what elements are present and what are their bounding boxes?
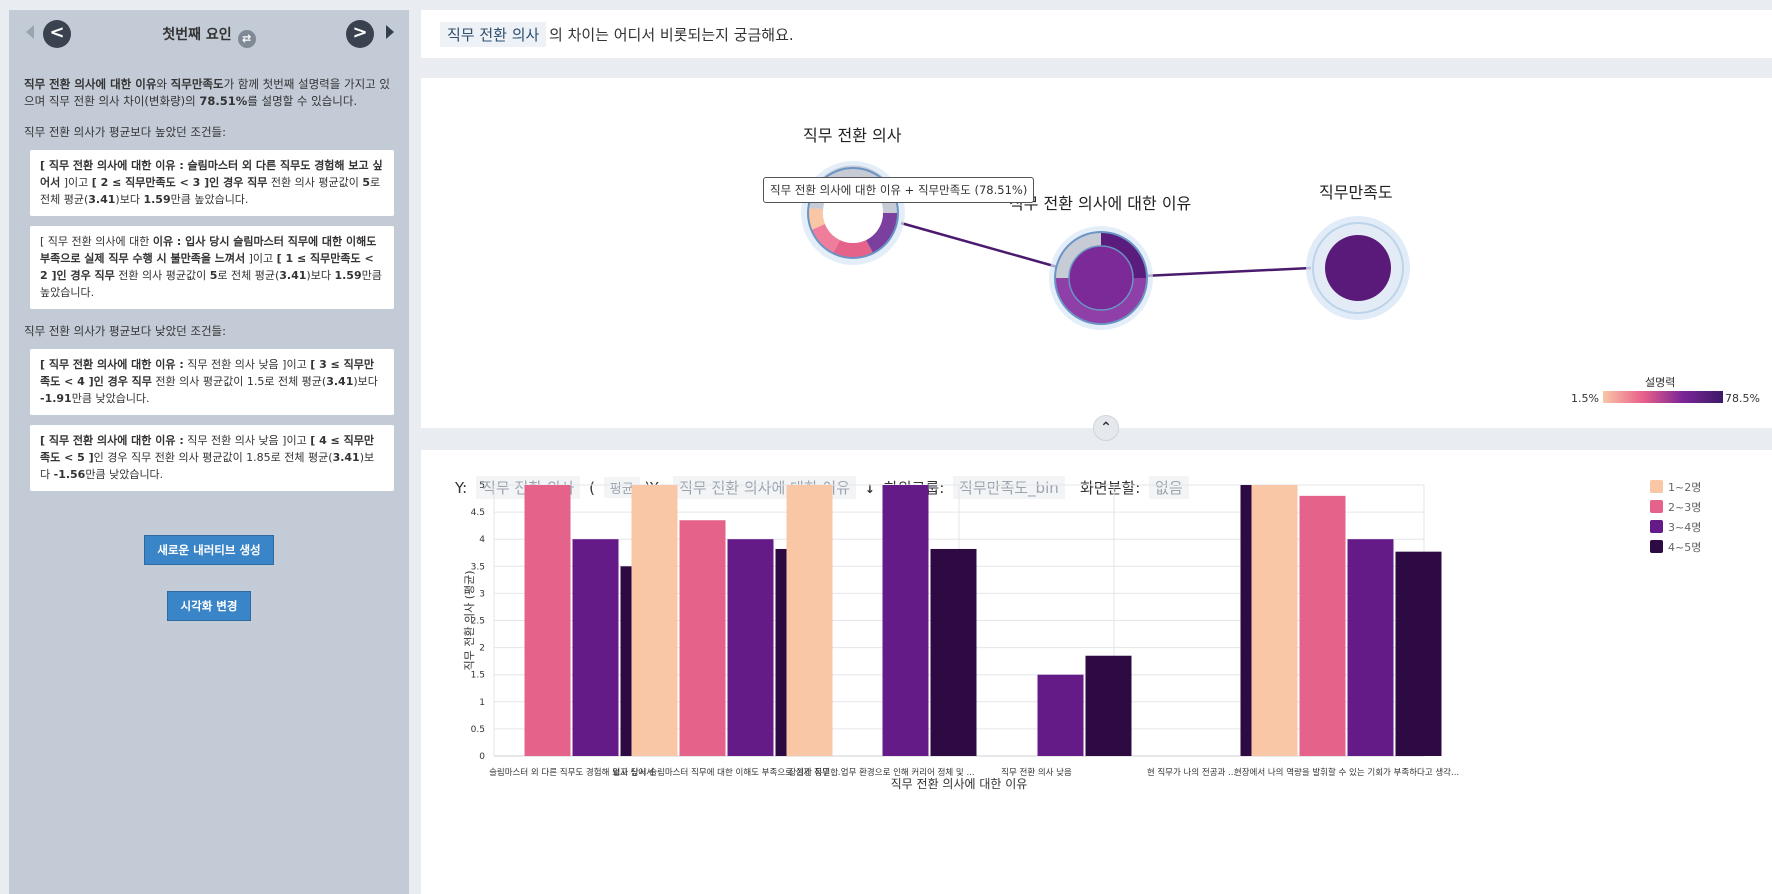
factor-graph (801, 161, 1410, 330)
chart-panel: Y: 직무 전환 의사 ( 평균 ) X: 직무 전환 의사에 대한 이유 ↓ … (421, 450, 1772, 894)
narrative-sidebar: < 첫번째 요인 ⇄ > 직무 전환 의사에 대한 이유와 직무만족도가 함께 첫… (9, 10, 409, 894)
new-narrative-button[interactable]: 새로운 내러티브 생성 (144, 535, 274, 565)
legend-item[interactable]: 4~5명 (1650, 539, 1701, 555)
color-legend-max: 78.5% (1725, 392, 1760, 405)
next-triangle-icon[interactable] (386, 25, 394, 39)
legend-swatch (1650, 500, 1663, 513)
condition-card: [ 직무 전환 의사에 대한 이유 : 직무 전환 의사 낮음 ]이고 [ 3 … (30, 349, 394, 415)
sidebar-header: < 첫번째 요인 ⇄ > (9, 10, 409, 60)
question-target-token[interactable]: 직무 전환 의사 (440, 22, 547, 47)
higher-conditions-label: 직무 전환 의사가 평균보다 높았던 조건들: (24, 125, 227, 139)
aggregation-select[interactable]: 평균 (603, 477, 640, 498)
factor-graph-panel: 직무 전환 의사 직무 전환 의사에 대한 이유 직무만족도 직무 전환 의사에… (421, 78, 1772, 428)
bar (1347, 539, 1394, 756)
bar (1299, 495, 1346, 756)
bar (572, 539, 619, 756)
legend-label: 2~3명 (1668, 501, 1702, 514)
legend-item[interactable]: 3~4명 (1650, 519, 1701, 535)
color-legend-gradient (1603, 391, 1723, 403)
graph-node-reason[interactable] (1049, 226, 1153, 330)
legend-label: 3~4명 (1668, 521, 1702, 534)
bar (524, 485, 571, 756)
node-label: 직무 전환 의사에 대한 이유 (1009, 194, 1192, 213)
bar (727, 539, 774, 756)
node-tooltip: 직무 전환 의사에 대한 이유 + 직무만족도 (78.51%) (763, 177, 1035, 203)
y-tick-label: 0.5 (471, 725, 485, 735)
bar (1037, 674, 1084, 756)
next-factor-button[interactable]: > (346, 20, 374, 48)
x-tick-label: 슬림마스터 외 다른 직무도 경험해 보고 싶어서 (489, 767, 654, 778)
x-tick-label: 장기간 동일한 업무 환경으로 인해 커리어 정체 및 ... (788, 767, 974, 778)
y-tick-label: 2 (479, 644, 485, 654)
lower-conditions-label: 직무 전환 의사가 평균보다 낮았던 조건들: (24, 324, 227, 338)
prev-triangle-icon[interactable] (26, 25, 34, 39)
y-tick-label: 2.5 (471, 617, 485, 627)
bar (1085, 655, 1132, 756)
bar-chart: 0 0.5 1 1.5 2 2.5 3 3.5 4 4.5 5 슬림마스터 외 다른 직무도 경험해 … (463, 481, 1459, 791)
legend-swatch (1650, 520, 1663, 533)
agg-open: ( (589, 479, 595, 497)
lower-conditions-list: [ 직무 전환 의사에 대한 이유 : 직무 전환 의사 낮음 ]이고 [ 3 … (9, 349, 409, 491)
bar (882, 485, 929, 756)
bar (679, 520, 726, 756)
y-tick-label: 3.5 (471, 562, 485, 572)
y-tick-label: 1.5 (471, 671, 485, 681)
y-tick-label: 5 (479, 481, 485, 491)
legend-label: 1~2명 (1668, 481, 1702, 494)
graph-node-satisfaction[interactable] (1306, 216, 1410, 320)
y-tick-label: 4.5 (471, 508, 485, 518)
y-tick-label: 4 (479, 535, 485, 545)
legend-swatch (1650, 480, 1663, 493)
sort-icon[interactable]: ↓ (864, 482, 875, 496)
condition-card: [ 직무 전환 의사에 대한 이유 : 입사 당시 슬림마스터 직무에 대한 이… (30, 226, 394, 309)
higher-conditions-list: [ 직무 전환 의사에 대한 이유 : 슬림마스터 외 다른 직무도 경험해 보… (9, 150, 409, 309)
change-visualization-button[interactable]: 시각화 변경 (167, 591, 251, 621)
node-label: 직무 전환 의사 (803, 126, 902, 145)
bar (631, 485, 678, 756)
bar (1395, 551, 1442, 756)
x-tick-label: 직무 전환 의사 낮음 (1001, 767, 1072, 778)
y-label: Y: (455, 479, 468, 497)
x-tick-label: 입사 당시 슬림마스터 직무에 대한 이해도 부족으로 실제 직무 ... (613, 767, 841, 778)
bar (930, 548, 977, 756)
graph-edge (900, 221, 1062, 270)
bar (1251, 485, 1298, 756)
y-tick-label: 1 (479, 698, 485, 708)
split-select[interactable]: 없음 (1149, 476, 1189, 499)
split-label: 화면분할: (1080, 479, 1141, 497)
legend-item[interactable]: 2~3명 (1650, 499, 1701, 515)
factor-summary: 직무 전환 의사에 대한 이유와 직무만족도가 함께 첫번째 설명력을 가지고 … (24, 77, 390, 108)
condition-card: [ 직무 전환 의사에 대한 이유 : 직무 전환 의사 낮음 ]이고 [ 4 … (30, 425, 394, 491)
bar (786, 485, 833, 756)
color-legend-title: 설명력 (1645, 376, 1676, 389)
y-tick-label: 3 (479, 589, 485, 599)
split-control: 화면분할: 없음 (1080, 476, 1189, 499)
factor-title: 첫번째 요인 ⇄ (9, 24, 409, 48)
color-legend-min: 1.5% (1571, 392, 1599, 405)
legend-label: 4~5명 (1668, 541, 1702, 554)
node-label: 직무만족도 (1319, 183, 1393, 202)
y-axis-title: 직무 전환 의사 (평균) (463, 570, 476, 670)
condition-card: [ 직무 전환 의사에 대한 이유 : 슬림마스터 외 다른 직무도 경험해 보… (30, 150, 394, 216)
legend-item[interactable]: 1~2명 (1650, 479, 1701, 495)
question-text: 의 차이는 어디서 비롯되는지 궁금해요. (549, 26, 794, 44)
y-tick-label: 0 (479, 752, 485, 762)
prev-factor-button[interactable]: < (43, 20, 71, 48)
subgroup-select[interactable]: 직무만족도_bin (953, 476, 1065, 499)
x-tick-label: 현장에서 나의 역량을 발휘할 수 있는 기회가 부족하다고 생각... (1234, 767, 1459, 778)
question-bar: 직무 전환 의사 의 차이는 어디서 비롯되는지 궁금해요. (421, 10, 1772, 58)
legend-swatch (1650, 540, 1663, 553)
x-tick-label: 현 직무가 나의 전공과 ... (1147, 767, 1236, 778)
x-axis-title: 직무 전환 의사에 대한 이유 (891, 777, 1028, 791)
factor-title-text: 첫번째 요인 (162, 27, 232, 43)
collapse-icon[interactable]: ⌃ (1093, 415, 1119, 441)
swap-icon[interactable]: ⇄ (237, 30, 256, 48)
